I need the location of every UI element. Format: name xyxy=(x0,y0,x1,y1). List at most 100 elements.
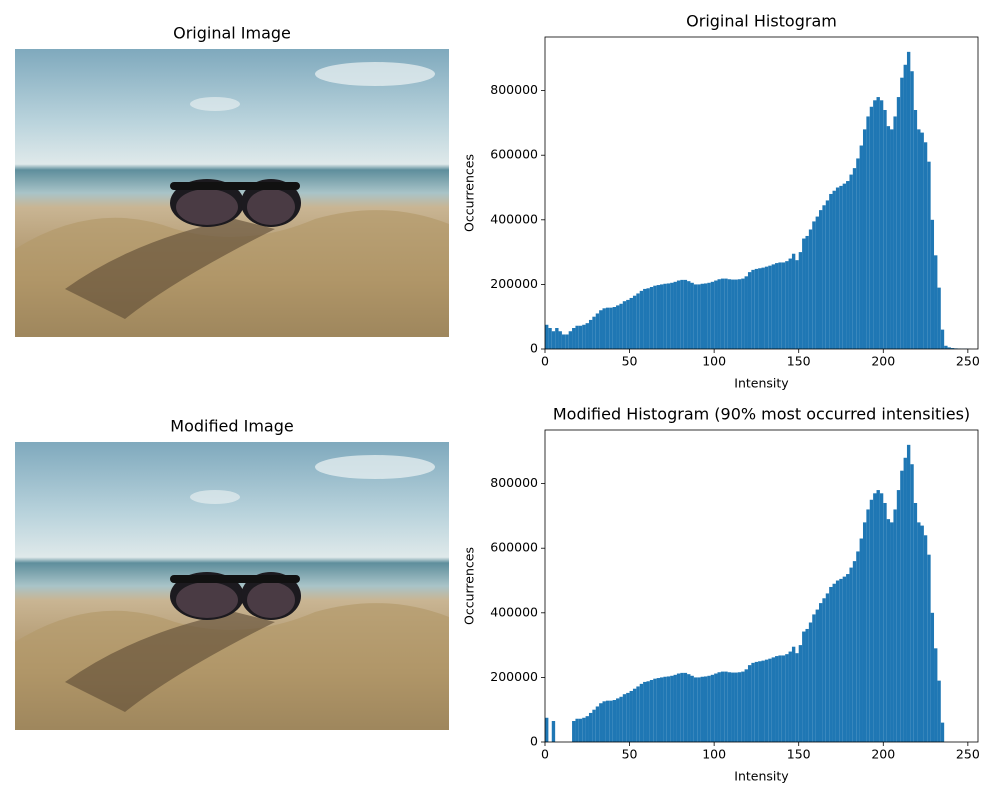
bar xyxy=(903,64,907,349)
bar xyxy=(873,493,877,742)
bar xyxy=(896,490,901,742)
x-tick-label: 150 xyxy=(787,747,811,762)
bar xyxy=(930,612,935,742)
bar xyxy=(548,328,552,349)
y-tick-label: 0 xyxy=(530,734,538,749)
bar xyxy=(846,574,850,742)
bar xyxy=(754,661,759,742)
bar xyxy=(781,655,786,742)
bar xyxy=(764,266,769,349)
original-image xyxy=(15,49,449,337)
bar xyxy=(734,672,738,742)
bar xyxy=(758,268,762,349)
bar xyxy=(903,457,907,742)
bar xyxy=(561,334,566,349)
bar xyxy=(707,282,711,349)
bar xyxy=(741,278,745,349)
bar xyxy=(555,328,559,349)
bar xyxy=(910,464,914,742)
bar xyxy=(602,701,606,742)
bar xyxy=(636,686,640,742)
bar xyxy=(545,717,549,742)
bar xyxy=(768,658,772,742)
bar xyxy=(592,316,596,349)
bar xyxy=(788,651,792,742)
x-tick-label: 0 xyxy=(541,354,549,369)
bar xyxy=(849,174,853,349)
bar xyxy=(920,525,924,742)
bar xyxy=(666,283,671,349)
x-tick-label: 250 xyxy=(956,747,980,762)
x-tick-label: 200 xyxy=(871,354,895,369)
bar xyxy=(703,283,708,349)
bar xyxy=(917,522,921,742)
bar xyxy=(808,622,813,742)
bar xyxy=(923,142,928,349)
bar xyxy=(690,282,694,349)
bar xyxy=(940,722,945,742)
bar xyxy=(612,700,617,742)
bar xyxy=(646,288,650,349)
bar xyxy=(876,490,880,742)
y-tick-label: 400000 xyxy=(490,604,538,619)
bar xyxy=(588,712,593,742)
bar xyxy=(720,671,725,742)
bar xyxy=(849,567,853,742)
bar xyxy=(802,238,806,349)
bar xyxy=(666,676,671,742)
bar xyxy=(639,683,644,742)
y-tick-label: 200000 xyxy=(490,276,538,291)
bar xyxy=(883,502,887,742)
bar xyxy=(842,576,847,742)
bar xyxy=(602,308,606,349)
bar xyxy=(551,331,556,349)
bar xyxy=(575,718,579,742)
bar xyxy=(910,71,914,349)
bar xyxy=(825,593,830,742)
bar xyxy=(856,551,860,742)
bar xyxy=(572,721,576,742)
bar xyxy=(683,279,688,349)
bar xyxy=(819,210,823,349)
x-axis-label: Intensity xyxy=(734,376,789,391)
bar xyxy=(859,145,863,349)
bar xyxy=(578,325,583,349)
bar xyxy=(795,260,799,349)
bar xyxy=(703,676,708,742)
bar xyxy=(582,717,586,742)
bar xyxy=(639,290,644,349)
bar xyxy=(886,519,891,742)
bar xyxy=(832,190,836,349)
y-tick-label: 400000 xyxy=(490,211,538,226)
bar xyxy=(643,681,647,742)
x-tick-label: 50 xyxy=(622,747,638,762)
bar xyxy=(714,280,718,349)
bar xyxy=(846,181,850,349)
bar xyxy=(862,522,867,742)
bar xyxy=(839,578,843,742)
bar xyxy=(744,276,748,349)
bar xyxy=(768,265,772,349)
x-tick-label: 200 xyxy=(871,747,895,762)
bar xyxy=(842,183,847,349)
y-tick-label: 600000 xyxy=(490,147,538,162)
bar xyxy=(852,561,857,742)
bar xyxy=(778,262,782,349)
bar xyxy=(663,283,667,349)
bar xyxy=(781,262,786,349)
bar xyxy=(805,235,809,349)
bar xyxy=(829,586,833,742)
bar xyxy=(876,97,880,350)
bar xyxy=(835,187,840,349)
bar xyxy=(717,672,721,742)
bar xyxy=(585,323,589,349)
bar xyxy=(609,307,613,349)
bar xyxy=(605,307,610,349)
bar xyxy=(558,331,562,349)
bar xyxy=(656,285,661,349)
bar xyxy=(812,614,816,742)
bar xyxy=(934,255,938,349)
bar xyxy=(632,295,637,349)
bar xyxy=(687,674,691,742)
